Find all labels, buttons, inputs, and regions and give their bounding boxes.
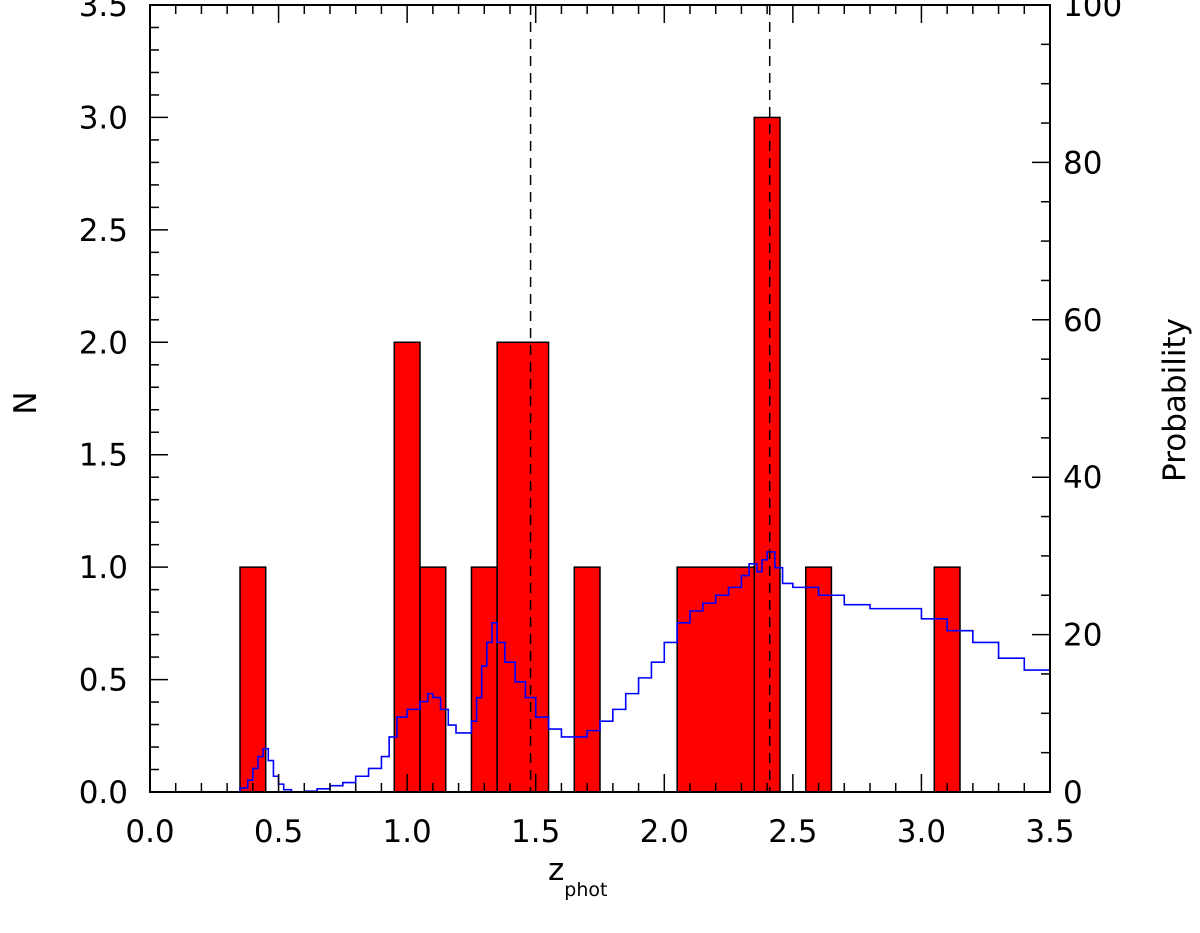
y-tick-label-6: 3.0 bbox=[79, 100, 128, 136]
y-tick-label-7: 3.5 bbox=[79, 0, 128, 24]
x-axis-title: zphot bbox=[548, 852, 607, 901]
x-tick-label-0: 0.0 bbox=[125, 814, 174, 850]
histogram-bar-4 bbox=[496, 341, 550, 793]
y2-tick-label-5: 100 bbox=[1063, 0, 1122, 24]
x-tick-label-2: 1.0 bbox=[382, 814, 431, 850]
y-tick-labels: 0.0 0.5 1.0 1.5 2.0 2.5 3.0 3.5 bbox=[79, 0, 128, 811]
y2-tick-label-2: 40 bbox=[1063, 460, 1102, 496]
x-tick-label-5: 2.5 bbox=[768, 814, 817, 850]
x-axis-title-subscript: phot bbox=[564, 879, 607, 901]
axis-ticks bbox=[149, 4, 1051, 793]
histogram-bars bbox=[239, 116, 961, 793]
y2-tick-label-4: 80 bbox=[1063, 145, 1102, 181]
y2-tick-label-0: 0 bbox=[1063, 775, 1083, 811]
x-tick-label-1: 0.5 bbox=[254, 814, 303, 850]
x-axis-title-main: z bbox=[548, 852, 564, 888]
histogram-bar-0 bbox=[239, 566, 267, 793]
x-tick-label-4: 2.0 bbox=[640, 814, 689, 850]
reference-lines bbox=[529, 5, 771, 792]
y2-tick-labels: 0 20 40 60 80 100 bbox=[1063, 0, 1122, 811]
x-tick-labels: 0.0 0.5 1.0 1.5 2.0 2.5 3.0 3.5 bbox=[125, 814, 1074, 850]
histogram-bar-5 bbox=[573, 566, 601, 793]
y2-tick-label-3: 60 bbox=[1063, 303, 1102, 339]
histogram-bar-7 bbox=[753, 116, 781, 793]
x-tick-label-6: 3.0 bbox=[897, 814, 946, 850]
x-tick-label-7: 3.5 bbox=[1025, 814, 1074, 850]
histogram-bar-8 bbox=[804, 566, 833, 793]
x-tick-label-3: 1.5 bbox=[511, 814, 560, 850]
histogram-bar-3 bbox=[470, 566, 498, 793]
y2-tick-label-1: 20 bbox=[1063, 618, 1102, 654]
y-tick-label-3: 1.5 bbox=[79, 438, 128, 474]
histogram-bar-6 bbox=[676, 566, 756, 793]
y-tick-label-1: 0.5 bbox=[79, 663, 128, 699]
y2-axis-title: Probability bbox=[1157, 318, 1193, 482]
y-tick-label-5: 2.5 bbox=[79, 213, 128, 249]
y-axis-title: N bbox=[8, 391, 44, 414]
histogram-bar-9 bbox=[933, 566, 961, 793]
y-tick-label-0: 0.0 bbox=[79, 775, 128, 811]
histogram-bar-2 bbox=[419, 566, 447, 793]
y-tick-label-2: 1.0 bbox=[79, 550, 128, 586]
y-tick-label-4: 2.0 bbox=[79, 325, 128, 361]
histogram-bar-1 bbox=[393, 341, 421, 793]
